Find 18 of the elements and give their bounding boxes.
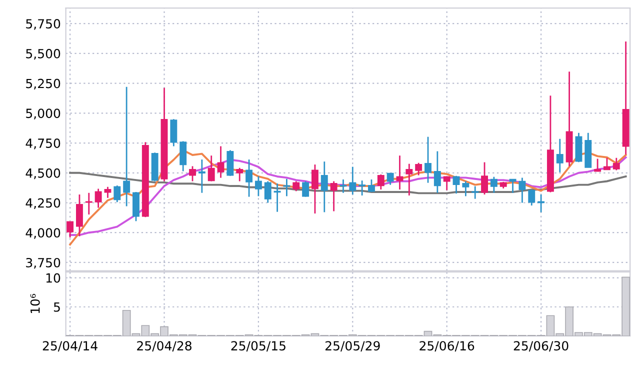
y-tick-label: 5,250 [26, 78, 60, 90]
x-tick-label: 25/05/29 [325, 341, 380, 352]
y-tick-label: 4,250 [26, 198, 60, 209]
x-tick-label: 25/06/16 [420, 341, 474, 352]
y-tick-label: 10 [46, 273, 60, 283]
y-tick-label: 4,750 [26, 138, 60, 150]
x-tick-label: 25/04/28 [137, 341, 192, 352]
x-tick-label: 25/06/30 [514, 341, 568, 352]
y-tick-label: 4,000 [26, 228, 60, 239]
y-tick-label: 4,500 [26, 168, 60, 180]
y-tick-label: 3,750 [26, 258, 60, 269]
y-tick-label: 5,500 [26, 48, 60, 60]
y-tick-label: 5,000 [26, 108, 60, 120]
x-tick-label: 25/04/14 [42, 341, 98, 352]
y-tick-label: 5,750 [26, 19, 60, 30]
y-tick-label: 5 [54, 302, 60, 312]
x-tick-label: 25/05/15 [231, 341, 286, 352]
y-axis-title: 10⁶ [30, 294, 40, 314]
